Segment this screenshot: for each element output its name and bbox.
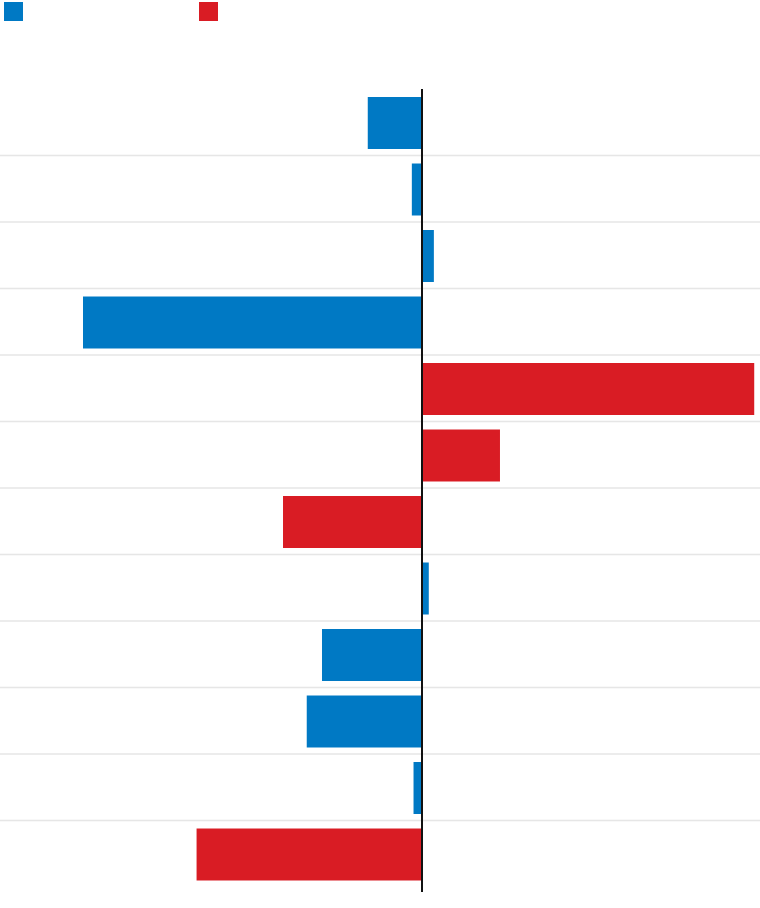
- bar-3: [422, 230, 434, 282]
- bar-10: [306, 695, 422, 748]
- bar-7: [283, 496, 422, 548]
- bar-1: [367, 97, 422, 149]
- legend-swatch-blue: [4, 2, 23, 21]
- bar-4: [83, 296, 422, 349]
- bar-2: [411, 163, 422, 216]
- bar-8: [422, 562, 429, 615]
- legend-item-red: [199, 2, 224, 21]
- chart-legend: [0, 0, 760, 26]
- bar-5: [422, 363, 755, 415]
- legend-item-blue: [4, 2, 29, 21]
- bar-9: [321, 629, 422, 681]
- legend-swatch-red: [199, 2, 218, 21]
- bar-6: [422, 429, 500, 482]
- bar-11: [413, 762, 422, 814]
- bar-12: [196, 828, 422, 881]
